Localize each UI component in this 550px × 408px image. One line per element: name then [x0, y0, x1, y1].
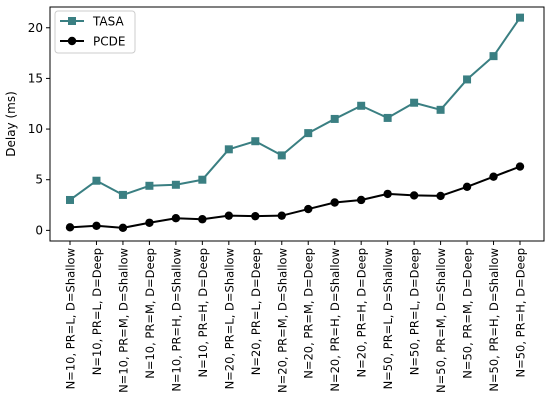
y-tick-label: 10 — [28, 122, 43, 136]
data-point-tasa — [277, 151, 286, 160]
data-point-pcde — [436, 191, 445, 201]
legend-marker — [67, 36, 77, 46]
y-axis-label: Delay (ms) — [4, 91, 18, 157]
x-tick-label: N=50, PR=L, D=Shallow — [381, 248, 395, 389]
x-tick-label: N=20, PR=M, D=Deep — [302, 248, 316, 379]
y-axis: 0 5 10 15 20 — [28, 21, 50, 237]
data-point-pcde — [251, 211, 260, 221]
data-point-pcde — [277, 211, 286, 220]
data-point-pcde — [462, 182, 472, 192]
data-point-tasa — [516, 13, 524, 22]
data-point-pcde — [489, 172, 498, 181]
data-point-tasa — [92, 176, 101, 185]
data-point-tasa — [489, 52, 498, 61]
data-point-pcde — [330, 198, 339, 207]
data-point-pcde — [198, 215, 207, 224]
data-point-tasa — [304, 129, 313, 138]
x-tick-label: N=10, PR=M, D=Deep — [143, 248, 157, 379]
data-point-tasa — [251, 137, 260, 146]
x-tick-label: N=50, PR=M, D=Deep — [461, 248, 475, 379]
data-point-pcde — [92, 221, 101, 231]
data-point-pcde — [409, 191, 419, 200]
data-point-tasa — [463, 75, 472, 84]
data-point-tasa — [198, 175, 207, 184]
data-point-tasa — [330, 114, 339, 123]
x-axis: N=10, PR=L, D=Shallow N=10, PR=L, D=Deep N… — [64, 241, 528, 393]
y-tick-label: 0 — [35, 223, 43, 237]
legend-marker — [68, 17, 76, 25]
data-point-pcde — [515, 162, 525, 171]
data-point-pcde — [224, 211, 234, 220]
data-point-pcde — [171, 214, 181, 223]
legend-label: TASA — [92, 15, 124, 29]
y-tick-label: 15 — [28, 71, 43, 85]
x-tick-label: N=20, PR=L, D=Shallow — [222, 248, 236, 389]
data-point-tasa — [357, 101, 366, 110]
data-point-tasa — [118, 190, 127, 199]
legend-label: PCDE — [93, 35, 125, 49]
series-markers — [65, 13, 525, 233]
x-tick-label: N=50, PR=H, D=Deep — [514, 248, 528, 378]
legend: TASA PCDE — [54, 10, 136, 54]
x-tick-label: N=50, PR=M, D=Shallow — [434, 248, 448, 393]
x-tick-label: N=10, PR=L, D=Deep — [90, 248, 104, 375]
data-point-tasa — [66, 195, 74, 204]
x-tick-label: N=50, PR=H, D=Shallow — [487, 248, 501, 392]
y-tick-label: 5 — [35, 173, 43, 187]
x-tick-label: N=10, PR=L, D=Shallow — [64, 248, 78, 389]
data-point-tasa — [171, 180, 180, 189]
data-point-pcde — [118, 223, 128, 233]
plot-frame — [49, 6, 545, 242]
x-tick-label: N=20, PR=H, D=Deep — [355, 248, 369, 378]
data-point-tasa — [410, 98, 419, 107]
data-point-pcde — [65, 223, 75, 232]
data-point-tasa — [383, 113, 392, 122]
x-tick-label: N=50, PR=L, D=Deep — [408, 248, 422, 375]
data-point-pcde — [304, 204, 313, 214]
data-point-tasa — [224, 145, 233, 154]
series-line-tasa — [69, 17, 521, 201]
x-tick-label: N=10, PR=H, D=Deep — [196, 248, 210, 378]
data-point-tasa — [436, 105, 445, 114]
series-line-pcde — [69, 165, 521, 229]
x-tick-label: N=10, PR=M, D=Shallow — [116, 248, 130, 393]
data-point-pcde — [145, 218, 154, 227]
x-tick-label: N=20, PR=L, D=Deep — [249, 248, 263, 375]
x-tick-label: N=20, PR=M, D=Shallow — [275, 248, 289, 393]
x-tick-label: N=20, PR=H, D=Shallow — [328, 248, 342, 392]
data-point-tasa — [145, 181, 154, 190]
data-point-pcde — [383, 189, 392, 199]
x-tick-label: N=10, PR=H, D=Shallow — [169, 248, 183, 392]
data-point-pcde — [356, 195, 366, 205]
series-lines — [69, 17, 521, 229]
y-tick-label: 20 — [28, 21, 43, 35]
